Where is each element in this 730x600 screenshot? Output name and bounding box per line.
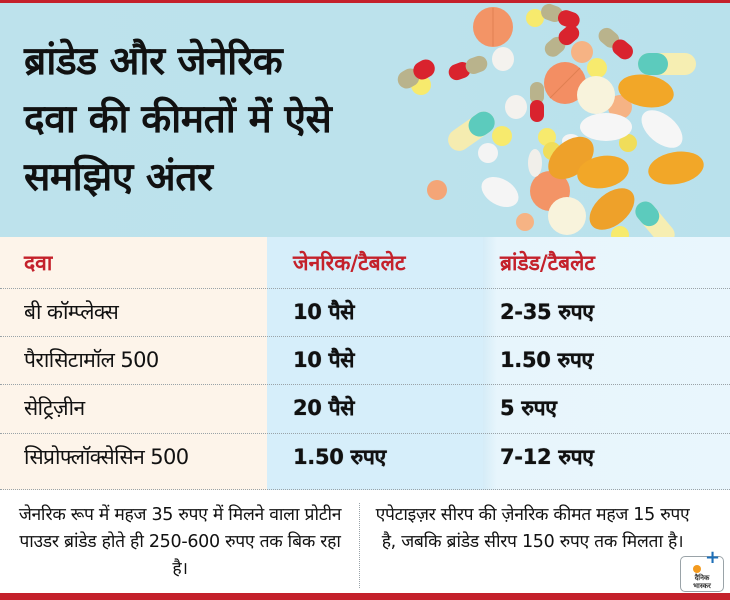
top-accent-bar xyxy=(0,0,730,3)
cell-medicine: सिप्रोफ्लॉक्सेसिन 500 xyxy=(24,445,189,469)
header-medicine: दवा xyxy=(24,251,53,275)
row-divider xyxy=(0,433,730,434)
logo-text: दैनिक भास्कर xyxy=(683,574,721,590)
cell-branded-price: 7-12 रुपए xyxy=(500,445,594,469)
logo-line-2: भास्कर xyxy=(693,582,711,590)
cell-medicine: बी कॉम्प्लेक्स xyxy=(24,300,119,324)
table-row: पैरासिटामॉल 500 10 पैसे 1.50 रुपए xyxy=(0,336,730,384)
column-generic-bg xyxy=(267,237,483,490)
title-line-3: समझिए अंतर xyxy=(24,155,213,200)
hero-banner: ब्रांडेड और जेनेरिक दवा की कीमतों में ऐस… xyxy=(0,3,730,237)
cell-generic-price: 10 पैसे xyxy=(293,348,355,372)
bottom-accent-bar xyxy=(0,593,730,600)
row-divider xyxy=(0,384,730,385)
logo-dot-icon xyxy=(693,565,701,573)
price-comparison-table: दवा जेनरिक/टैबलेट ब्रांडेड/टैबलेट बी कॉम… xyxy=(0,237,730,490)
cell-branded-price: 2-35 रुपए xyxy=(500,300,594,324)
table-header-row: दवा जेनरिक/टैबलेट ब्रांडेड/टैबलेट xyxy=(0,237,730,288)
cell-medicine: पैरासिटामॉल 500 xyxy=(24,348,159,372)
title-line-2: दवा की कीमतों में ऐसे xyxy=(24,97,332,142)
cell-generic-price: 20 पैसे xyxy=(293,396,355,420)
table-row: बी कॉम्प्लेक्स 10 पैसे 2-35 रुपए xyxy=(0,288,730,336)
notes-divider xyxy=(359,503,360,588)
title-line-1: ब्रांडेड और जेनेरिक xyxy=(24,39,283,84)
footnotes: जेनरिक रूप में महज 35 रुपए में मिलने वाल… xyxy=(0,490,730,593)
plus-icon: + xyxy=(705,547,721,568)
table-row: सेट्रिज़ीन 20 पैसे 5 रुपए xyxy=(0,384,730,432)
header-generic-per-tablet: जेनरिक/टैबलेट xyxy=(293,251,406,275)
table-row: सिप्रोफ्लॉक्सेसिन 500 1.50 रुपए 7-12 रुप… xyxy=(0,433,730,481)
note-appetizer-syrup: एपेटाइज़र सीरप की ज़ेनरिक कीमत महज 15 रु… xyxy=(375,505,690,552)
header-branded-per-tablet: ब्रांडेड/टैबलेट xyxy=(500,251,595,275)
row-divider xyxy=(0,288,730,289)
pills-photo xyxy=(397,3,704,237)
page-title: ब्रांडेड और जेनेरिक दवा की कीमतों में ऐस… xyxy=(24,33,384,207)
cell-medicine: सेट्रिज़ीन xyxy=(24,396,85,420)
note-protein-powder: जेनरिक रूप में महज 35 रुपए में मिलने वाल… xyxy=(18,505,342,579)
cell-generic-price: 1.50 रुपए xyxy=(293,445,386,469)
cell-generic-price: 10 पैसे xyxy=(293,300,355,324)
dainik-bhaskar-logo: + दैनिक भास्कर xyxy=(680,549,724,592)
column-branded-bg xyxy=(483,237,730,490)
cell-branded-price: 5 रुपए xyxy=(500,396,557,420)
table-bottom-divider xyxy=(0,489,730,490)
row-divider xyxy=(0,336,730,337)
column-medicine-bg xyxy=(0,237,267,490)
logo-line-1: दैनिक xyxy=(694,574,710,582)
cell-branded-price: 1.50 रुपए xyxy=(500,348,593,372)
